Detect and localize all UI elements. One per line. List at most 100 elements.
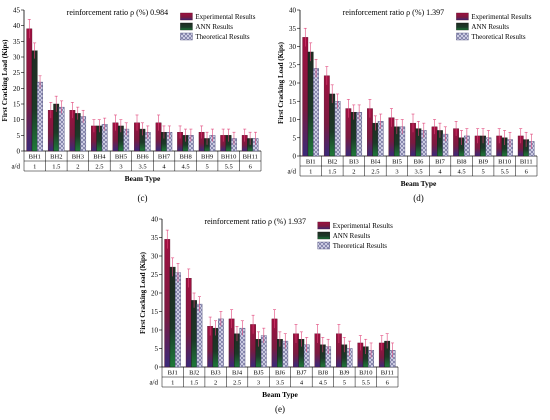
ad-value-label: 1: [309, 169, 312, 176]
y-tick-label: 25: [13, 69, 21, 77]
legend-swatch: [180, 22, 193, 31]
ad-value-label: 5: [482, 169, 485, 176]
ad-value-label: 3: [257, 380, 260, 387]
legend-swatch: [317, 231, 330, 240]
bar: [164, 239, 171, 368]
ad-value-label: 2: [76, 164, 79, 171]
y-tick-label: 25: [289, 61, 297, 69]
chart-title: reinforcement ratio ρ (%) 0.984: [67, 8, 169, 17]
y-axis-label: First Cracking Load (Kips): [139, 251, 147, 334]
legend-label: Experimental Results: [471, 13, 531, 21]
x-tick-label: BI10: [498, 159, 511, 166]
ad-value-label: 2: [352, 169, 355, 176]
x-axis-label: Beam Type: [262, 390, 298, 399]
panel-label: (e): [275, 404, 285, 414]
x-tick-label: BH3: [72, 154, 84, 161]
y-tick-label: 30: [289, 43, 297, 51]
x-tick-label: BI7: [435, 159, 446, 166]
bar: [307, 51, 314, 157]
y-axis-label: First Cracking Load (Kips): [277, 41, 285, 124]
legend-label: Experimental Results: [333, 222, 393, 230]
ad-value-label: 5: [343, 380, 346, 387]
bar: [313, 68, 319, 157]
x-tick-label: BI2: [327, 159, 337, 166]
y-tick-label: 20: [289, 80, 297, 88]
legend-label: Theoretical Results: [195, 33, 250, 41]
bar: [334, 101, 341, 157]
y-tick-label: 35: [151, 234, 159, 242]
ad-value-label: 1.5: [328, 169, 336, 176]
chart-title: reinforcement ratio ρ (%) 1.397: [343, 8, 445, 17]
bar: [169, 266, 176, 368]
y-tick-label: 0: [17, 148, 21, 156]
x-tick-label: BI3: [349, 159, 359, 166]
ad-value-label: 6: [386, 380, 390, 387]
y-tick-label: 35: [289, 25, 297, 33]
x-tick-label: BH7: [158, 154, 171, 161]
legend-label: ANN Results: [195, 23, 233, 31]
bar: [175, 272, 181, 368]
bar: [185, 278, 192, 368]
x-tick-label: BH9: [201, 154, 213, 161]
x-tick-label: BJ1: [168, 370, 178, 377]
y-tick-label: 5: [155, 345, 159, 353]
legend-swatch: [317, 221, 330, 230]
y-axis-label: First Cracking Load (Kips): [1, 39, 9, 122]
ad-value-label: 1.5: [52, 164, 60, 171]
y-tick-label: 35: [13, 38, 21, 46]
legend-swatch: [456, 12, 469, 21]
ad-value-label: 4: [438, 169, 442, 176]
legend-swatch: [456, 22, 469, 31]
panel-label: (c): [138, 193, 148, 203]
bar: [58, 106, 65, 152]
ad-value-label: 5.5: [501, 169, 509, 176]
y-tick-label: 15: [151, 308, 159, 316]
ad-value-label: 2.5: [95, 164, 103, 171]
y-tick-label: 10: [289, 116, 297, 124]
x-tick-label: BJ2: [189, 370, 199, 377]
y-tick-label: 40: [13, 22, 21, 30]
bar: [31, 50, 38, 152]
ad-value-label: 6: [525, 169, 529, 176]
x-tick-label: BH4: [93, 154, 106, 161]
ad-value-label: 2: [214, 380, 217, 387]
x-tick-label: BH11: [243, 154, 258, 161]
x-tick-label: BH6: [136, 154, 149, 161]
x-tick-label: BJ8: [318, 370, 328, 377]
ad-value-label: 1: [33, 164, 36, 171]
x-tick-label: BI9: [478, 159, 488, 166]
ad-value-label: 1: [171, 380, 174, 387]
ad-value-label: 6: [249, 164, 253, 171]
legend-swatch: [456, 32, 469, 41]
ad-row-label: a/d: [149, 379, 158, 387]
x-tick-label: BJ6: [275, 370, 286, 377]
x-tick-label: BJ7: [296, 370, 307, 377]
ad-value-label: 1.5: [190, 380, 198, 387]
legend-label: Theoretical Results: [333, 242, 388, 250]
ad-value-label: 3: [395, 169, 398, 176]
y-tick-label: 15: [289, 98, 297, 106]
x-tick-label: BH10: [221, 154, 237, 161]
y-tick-label: 25: [151, 271, 159, 279]
y-tick-label: 30: [151, 253, 159, 261]
x-tick-label: BI11: [520, 159, 533, 166]
y-tick-label: 40: [151, 216, 159, 224]
y-tick-label: 40: [289, 7, 297, 15]
y-tick-label: 10: [151, 327, 159, 335]
y-tick-label: 30: [13, 54, 21, 62]
ad-value-label: 5: [206, 164, 209, 171]
legend-label: Experimental Results: [195, 13, 255, 21]
ad-value-label: 5.5: [225, 164, 233, 171]
x-tick-label: BJ4: [232, 370, 243, 377]
legend-label: ANN Results: [471, 23, 509, 31]
bar: [191, 300, 197, 368]
ad-value-label: 4.5: [182, 164, 190, 171]
y-tick-label: 20: [151, 290, 159, 298]
x-tick-label: BJ11: [381, 370, 394, 377]
y-tick-label: 15: [13, 101, 21, 109]
legend-swatch: [317, 241, 330, 250]
x-tick-label: BI1: [306, 159, 316, 166]
